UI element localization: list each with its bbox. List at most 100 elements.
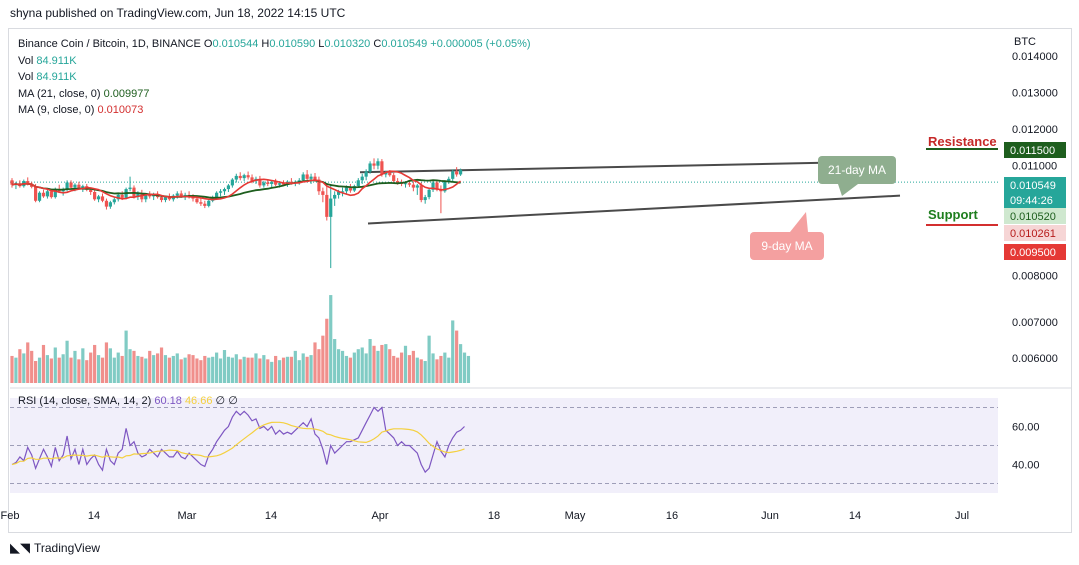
volume-bar bbox=[207, 357, 211, 383]
time-axis-label: 14 bbox=[88, 510, 100, 522]
volume-bar bbox=[108, 348, 112, 383]
volume-bar bbox=[116, 352, 120, 383]
volume-bar bbox=[293, 350, 297, 383]
volume-bar bbox=[81, 348, 85, 383]
time-axis-label: 18 bbox=[488, 510, 500, 522]
candle-body bbox=[352, 186, 356, 191]
volume-bar bbox=[407, 355, 412, 383]
price-axis-tick: 0.011000 bbox=[1012, 161, 1057, 173]
volume-bar bbox=[435, 359, 439, 383]
ma9-callout-pointer bbox=[790, 212, 808, 232]
volume-bar bbox=[89, 352, 93, 383]
candle-body bbox=[226, 185, 231, 190]
ma9-label[interactable]: MA (9, close, 0) bbox=[18, 104, 95, 116]
channel-upper-line bbox=[359, 160, 896, 174]
countdown-tag-text: 09:44:26 bbox=[1010, 195, 1053, 207]
rsi-value: 60.18 bbox=[154, 395, 182, 407]
resistance-price-tag-text: 0.011500 bbox=[1010, 145, 1055, 157]
time-axis-label: Apr bbox=[371, 510, 388, 522]
volume-bar bbox=[262, 355, 266, 383]
ma21-callout-box bbox=[818, 156, 896, 184]
volume-bar bbox=[451, 320, 455, 383]
candle-body bbox=[340, 191, 345, 193]
rsi-extra1: ∅ bbox=[215, 395, 226, 407]
low-value: 0.010320 bbox=[324, 38, 371, 50]
time-axis-label: Mar bbox=[178, 510, 197, 522]
volume-bar bbox=[270, 361, 274, 383]
volume-bar bbox=[73, 350, 77, 383]
volume-bar bbox=[360, 347, 364, 383]
candle-body bbox=[344, 187, 349, 192]
volume-bar bbox=[93, 344, 97, 383]
candle-body bbox=[207, 200, 211, 206]
candle-body bbox=[57, 189, 61, 192]
volume-bar bbox=[163, 355, 168, 383]
candle-body bbox=[242, 175, 246, 179]
volume-bar bbox=[376, 350, 380, 383]
candle-body bbox=[238, 175, 242, 179]
symbol-name[interactable]: Binance Coin / Bitcoin, 1D, BINANCE bbox=[18, 38, 201, 50]
price-axis-tick: 0.014000 bbox=[1012, 51, 1058, 63]
candle-body bbox=[321, 191, 325, 195]
ma-price-tag-text: 0.010520 bbox=[1010, 211, 1056, 223]
volume-bar bbox=[242, 356, 246, 383]
last-price-tag: 0.010549 bbox=[1004, 177, 1066, 193]
volume-bar bbox=[458, 344, 463, 383]
volume-bar bbox=[226, 356, 231, 383]
high-label: H bbox=[261, 38, 270, 50]
candle-body bbox=[258, 178, 262, 186]
candle-body bbox=[136, 193, 140, 197]
candle-body bbox=[451, 171, 455, 179]
volume-bar bbox=[85, 360, 89, 383]
ma9-value: 0.010073 bbox=[97, 104, 144, 116]
volume-bar bbox=[238, 359, 242, 383]
volume-bar bbox=[104, 342, 109, 383]
support-price-tag-text: 0.009500 bbox=[1010, 247, 1056, 259]
candle-body bbox=[218, 191, 223, 193]
volume-bar bbox=[317, 349, 321, 383]
volume-bar bbox=[155, 353, 160, 383]
candle-body bbox=[431, 182, 435, 190]
candle-body bbox=[407, 183, 412, 185]
volume-bar bbox=[388, 349, 392, 383]
candle-body bbox=[222, 189, 227, 192]
candle-body bbox=[270, 181, 274, 184]
vol1-label[interactable]: Vol bbox=[18, 54, 34, 67]
candle-body bbox=[45, 191, 50, 197]
low-label: L bbox=[318, 38, 325, 50]
vol2-label[interactable]: Vol bbox=[18, 71, 34, 83]
volume-bar bbox=[399, 352, 404, 383]
close-label: C bbox=[373, 38, 382, 50]
close-value: 0.010549 bbox=[381, 38, 428, 50]
ma21-line bbox=[11, 178, 461, 199]
rsi-label[interactable]: RSI (14, close, SMA, 14, 2) bbox=[18, 395, 152, 407]
volume-bar bbox=[57, 357, 61, 383]
ma21-label[interactable]: MA (21, close, 0) bbox=[18, 87, 101, 100]
chart-legend: Binance Coin / Bitcoin, 1D, BINANCE O0.0… bbox=[18, 36, 531, 119]
candle-body bbox=[148, 194, 152, 197]
published-text: shyna published on TradingView.com, Jun … bbox=[10, 6, 346, 20]
chart-frame[interactable] bbox=[8, 28, 1072, 533]
volume-bar bbox=[329, 295, 333, 383]
volume-bar bbox=[132, 350, 136, 383]
rsi-axis-tick: 60.00 bbox=[1012, 422, 1040, 434]
change-value: +0.000005 (+0.05%) bbox=[430, 38, 531, 50]
volume-bar bbox=[30, 350, 34, 383]
volume-bar bbox=[10, 355, 14, 383]
candle-body bbox=[89, 189, 93, 192]
footer[interactable]: ◣◥ TradingView bbox=[10, 540, 100, 556]
candle-body bbox=[435, 182, 439, 190]
time-axis-label: Jul bbox=[955, 510, 969, 522]
footer-brand: TradingView bbox=[34, 541, 101, 555]
time-axis-label: Jun bbox=[761, 510, 779, 522]
volume-bar bbox=[96, 355, 101, 383]
volume-bar bbox=[337, 349, 341, 383]
volume-bar bbox=[14, 357, 18, 383]
volume-bar bbox=[120, 355, 124, 383]
volume-bar bbox=[380, 344, 384, 383]
volume-bar bbox=[175, 353, 179, 383]
high-value: 0.010590 bbox=[269, 38, 316, 50]
volume-bar bbox=[179, 359, 183, 383]
volume-bar bbox=[411, 350, 415, 383]
